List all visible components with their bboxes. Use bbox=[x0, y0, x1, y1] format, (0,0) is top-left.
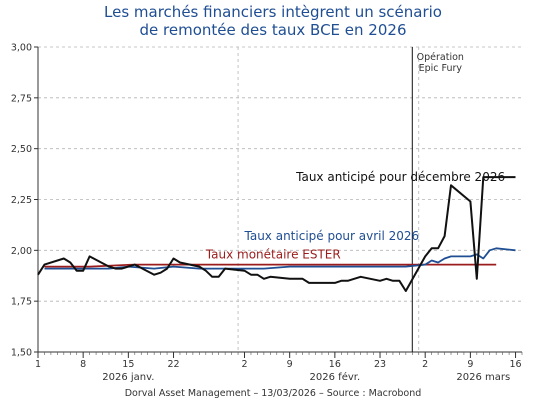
x-tick-label: 23 bbox=[374, 359, 386, 370]
y-tick-label: 2,50 bbox=[11, 144, 32, 155]
x-tick-label: 15 bbox=[122, 359, 134, 370]
x-tick-label: 9 bbox=[467, 359, 473, 370]
y-tick-label: 2,00 bbox=[11, 246, 32, 257]
chart-title-line-2: de remontée des taux BCE en 2026 bbox=[140, 21, 407, 39]
x-month-label: 2026 févr. bbox=[310, 371, 361, 383]
chart-title-line-1: Les marchés financiers intègrent un scén… bbox=[104, 3, 442, 21]
event-label: Opération bbox=[417, 52, 464, 63]
series-label: Taux anticipé pour avril 2026 bbox=[244, 229, 420, 243]
x-tick-label: 2 bbox=[241, 359, 247, 370]
series-labels: Taux monétaire ESTER Taux anticipé pour a… bbox=[205, 170, 505, 261]
x-tick-label: 16 bbox=[329, 359, 341, 370]
event-label: Epic Fury bbox=[419, 63, 463, 74]
y-tick-label: 1,50 bbox=[11, 348, 32, 359]
series-lines bbox=[37, 176, 516, 292]
axes: 1,501,752,002,252,502,753,001 8 15 22 2 9 16 23… bbox=[11, 43, 523, 383]
series-label: Taux monétaire ESTER bbox=[205, 247, 341, 261]
x-tick-label: 2 bbox=[422, 359, 428, 370]
y-tick-label: 2,25 bbox=[11, 195, 32, 206]
y-tick-label: 3,00 bbox=[11, 43, 32, 54]
y-tick-label: 1,75 bbox=[11, 297, 32, 308]
x-tick-label: 22 bbox=[167, 359, 179, 370]
x-tick-label: 1 bbox=[35, 359, 41, 370]
series-line bbox=[44, 247, 516, 270]
x-tick-label: 9 bbox=[287, 359, 293, 370]
x-month-label: 2026 janv. bbox=[102, 372, 154, 383]
x-tick-label: 8 bbox=[80, 359, 86, 370]
series-label: Taux anticipé pour décembre 2026 bbox=[295, 170, 505, 184]
x-tick-label: 16 bbox=[509, 359, 521, 370]
grid-lines bbox=[38, 46, 522, 352]
y-tick-label: 2,75 bbox=[11, 93, 32, 104]
series-line bbox=[44, 263, 497, 268]
series-line bbox=[37, 176, 516, 292]
x-month-label: 2026 mars bbox=[456, 372, 510, 383]
chart-footer-source: Dorval Asset Management – 13/03/2026 – S… bbox=[125, 388, 422, 399]
